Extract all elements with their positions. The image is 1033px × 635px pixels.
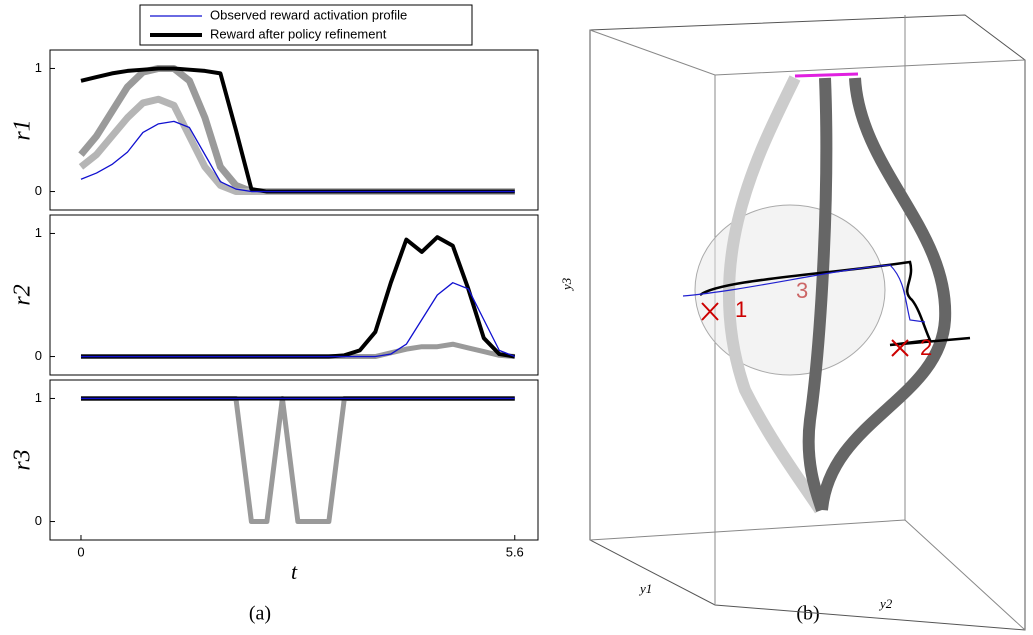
y-tick-label: 0 <box>35 183 42 198</box>
y-tick-label: 0 <box>35 348 42 363</box>
plot-frame <box>49 49 539 211</box>
caption: (a) <box>249 603 271 625</box>
marker-label: 2 <box>920 335 932 360</box>
y-tick-label: 1 <box>35 390 42 405</box>
x-tick-label: 5.6 <box>506 544 524 559</box>
plot-frame <box>49 214 539 376</box>
x-axis-label: t <box>291 559 298 584</box>
plot-frame <box>49 379 539 541</box>
series-line <box>80 235 516 359</box>
axis-label: y3 <box>559 277 574 292</box>
series-line <box>80 120 515 193</box>
y-axis-label: r2 <box>10 284 36 305</box>
panel-b <box>589 14 1026 631</box>
y-tick-label: 0 <box>35 513 42 528</box>
legend-label: Observed reward activation profile <box>210 7 407 22</box>
series-line <box>80 395 515 525</box>
axis-label: y1 <box>638 581 652 596</box>
x-tick-label: 0 <box>77 544 84 559</box>
y-axis-label: r1 <box>10 119 36 140</box>
axis-label: y2 <box>878 596 893 611</box>
legend-box <box>139 4 473 46</box>
marker-label: 3 <box>796 278 808 303</box>
marker-label: 1 <box>735 297 747 322</box>
caption: (b) <box>796 603 819 625</box>
series-line <box>80 282 516 358</box>
y-axis-label: r3 <box>10 449 36 470</box>
y-tick-label: 1 <box>35 60 42 75</box>
series-line <box>78 95 515 196</box>
y-tick-label: 1 <box>35 225 42 240</box>
legend-label: Reward after policy refinement <box>210 26 387 41</box>
